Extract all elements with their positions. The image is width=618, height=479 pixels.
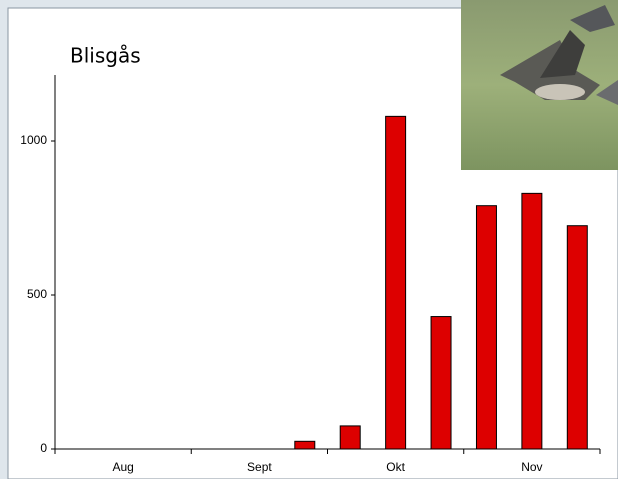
bar <box>295 441 315 449</box>
y-tick-label: 1000 <box>20 133 47 147</box>
x-group-label: Sept <box>247 460 272 474</box>
bar <box>476 206 496 449</box>
x-group-label: Aug <box>112 460 133 474</box>
chart-title: Blisgås <box>70 44 141 68</box>
goose-photo <box>461 0 618 170</box>
bar <box>431 317 451 449</box>
page: Blisgås 05001000AugSeptOktNov (() => { c… <box>0 0 618 479</box>
bar <box>567 226 587 449</box>
bar <box>522 193 542 449</box>
y-tick-label: 0 <box>40 441 47 455</box>
bar <box>340 426 360 449</box>
bar <box>386 116 406 449</box>
chart: Blisgås 0 500 1000 Aug Sept Okt Nov <box>0 0 618 479</box>
y-tick-label: 500 <box>27 287 47 301</box>
x-group-label: Okt <box>386 460 405 474</box>
x-group-label: Nov <box>521 460 542 474</box>
